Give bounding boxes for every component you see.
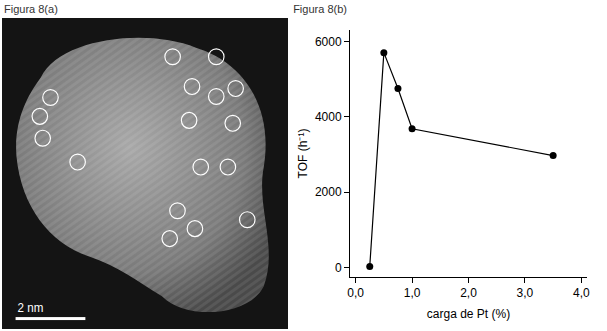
svg-text:2,0: 2,0 <box>460 286 477 300</box>
svg-text:3,0: 3,0 <box>517 286 534 300</box>
svg-text:TOF (h⁻¹): TOF (h⁻¹) <box>296 129 310 179</box>
svg-text:Figura 8(b): Figura 8(b) <box>293 3 347 15</box>
svg-text:0: 0 <box>335 261 342 275</box>
svg-text:4,0: 4,0 <box>573 286 590 300</box>
html-text:Figura 8(a): Figura 8(a) <box>4 3 58 15</box>
svg-text:0,0: 0,0 <box>347 286 364 300</box>
svg-text:4000: 4000 <box>315 110 342 124</box>
svg-text:carga de Pt (%): carga de Pt (%) <box>427 307 510 321</box>
svg-text:2000: 2000 <box>315 185 342 199</box>
svg-text:6000: 6000 <box>315 35 342 49</box>
svg-text:2 nm: 2 nm <box>18 301 44 314</box>
svg-text:1,0: 1,0 <box>404 286 421 300</box>
